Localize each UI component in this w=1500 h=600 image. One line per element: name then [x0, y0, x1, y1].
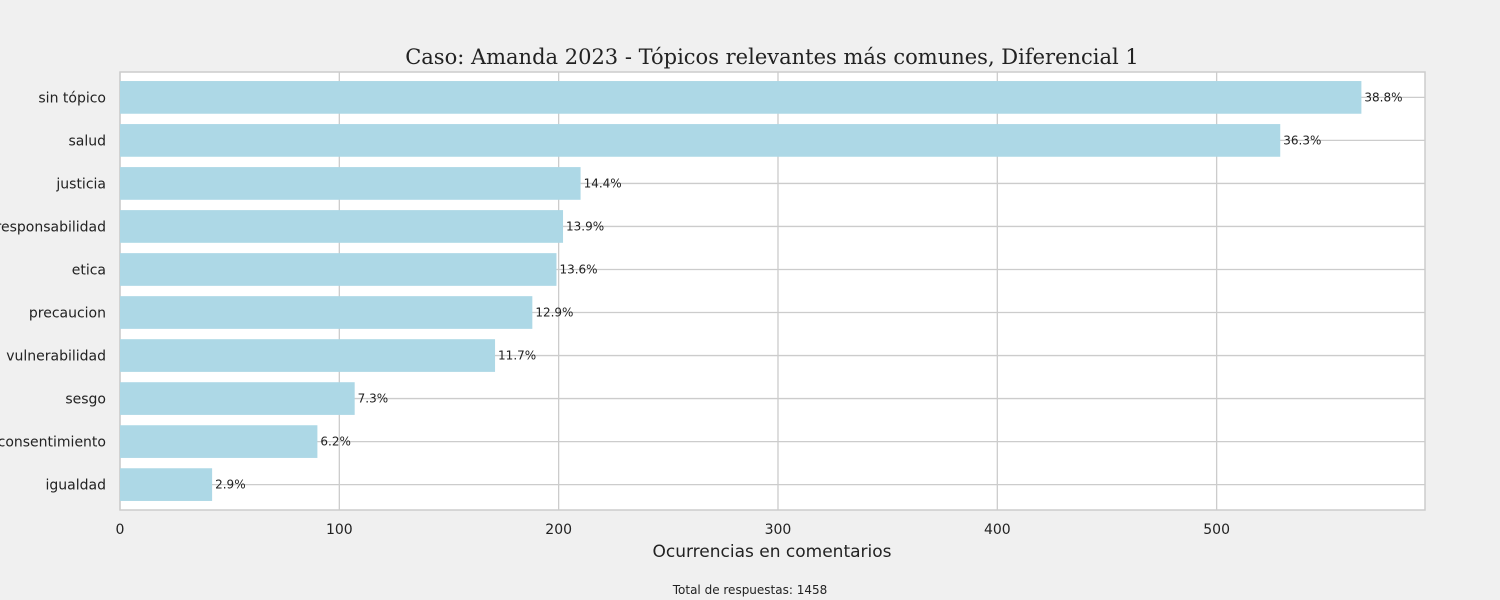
data-label: 13.9%: [566, 219, 604, 233]
bar: [120, 382, 355, 415]
footnote: Total de respuestas: 1458: [672, 583, 828, 597]
x-axis-label: Ocurrencias en comentarios: [652, 542, 891, 562]
bar: [120, 425, 318, 458]
y-tick-labels: sin tópico salud justicia responsabilidad et…: [0, 90, 106, 493]
y-tick-label: igualdad: [46, 478, 106, 494]
bar: [120, 167, 581, 200]
chart-title: Caso: Amanda 2023 - Tópicos relevantes m…: [405, 45, 1139, 69]
data-labels: 38.8% 36.3% 14.4% 13.9% 13.6% 12.9% 11.7% 7.3% 6…: [215, 90, 1402, 491]
x-tick-labels: 0 100 200 300 400 500: [116, 522, 1230, 538]
x-tick-label: 300: [765, 522, 792, 538]
x-tick-label: 200: [545, 522, 572, 538]
y-tick-label: salud: [68, 133, 106, 149]
data-label: 6.2%: [320, 435, 351, 449]
bar: [120, 339, 496, 372]
data-label: 7.3%: [358, 392, 389, 406]
bar: [120, 210, 564, 243]
y-tick-label: precaucion: [29, 306, 106, 322]
data-label: 13.6%: [559, 262, 597, 276]
bar: [120, 81, 1362, 114]
y-tick-label: sesgo: [65, 392, 106, 408]
x-tick-label: 0: [116, 522, 125, 538]
y-tick-label: etica: [72, 262, 106, 278]
x-tick-label: 100: [326, 522, 353, 538]
x-tick-label: 500: [1203, 522, 1230, 538]
data-label: 36.3%: [1283, 133, 1321, 147]
y-tick-label: responsabilidad: [0, 219, 106, 235]
bar: [120, 468, 213, 501]
y-tick-label: sin tópico: [38, 90, 106, 106]
bar: [120, 253, 557, 286]
y-tick-label: consentimiento: [0, 435, 106, 451]
y-tick-label: vulnerabilidad: [6, 349, 106, 365]
data-label: 2.9%: [215, 478, 246, 492]
data-label: 38.8%: [1364, 90, 1402, 104]
bar: [120, 124, 1281, 157]
bar: [120, 296, 533, 329]
data-label: 12.9%: [535, 306, 573, 320]
bars: [120, 81, 1362, 501]
y-tick-label: justicia: [55, 176, 106, 192]
data-label: 14.4%: [584, 176, 622, 190]
data-label: 11.7%: [498, 349, 536, 363]
x-tick-label: 400: [984, 522, 1011, 538]
